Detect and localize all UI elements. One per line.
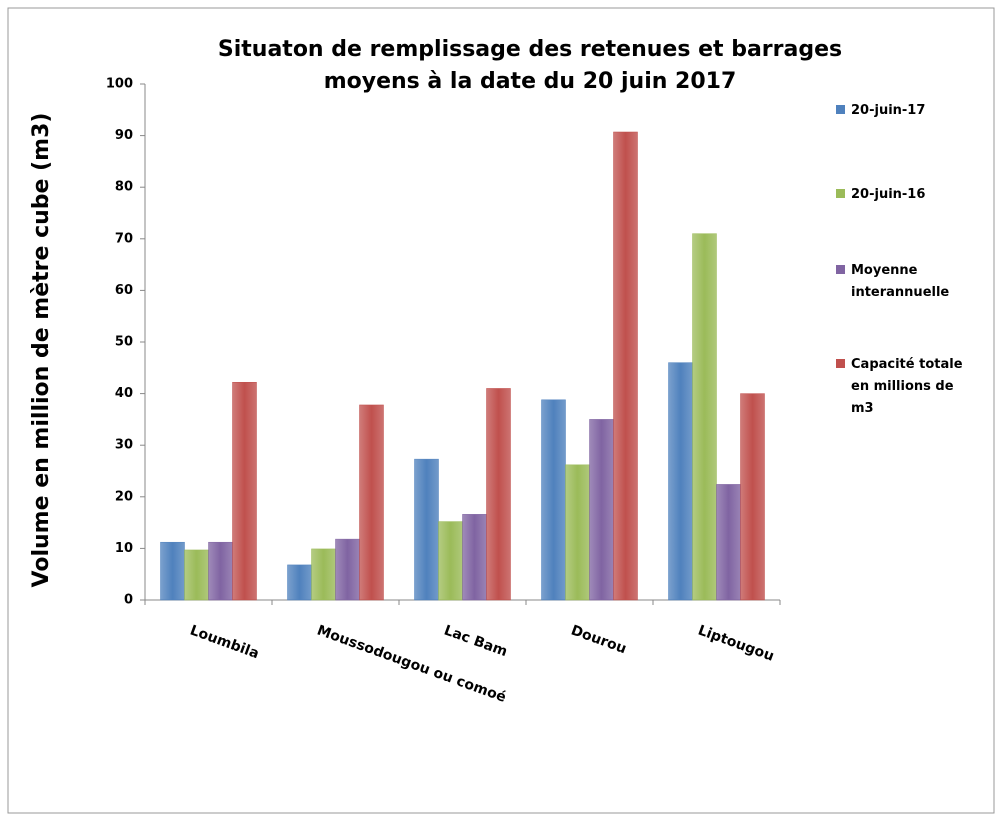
bar (184, 549, 209, 601)
y-tick-label: 30 (115, 438, 133, 453)
bar (589, 419, 614, 601)
x-tick-label: Lac Bam (442, 622, 510, 660)
legend-item: 20-juin-16 (836, 184, 979, 206)
bar (565, 464, 590, 601)
legend-item: Moyenne interannuelle (836, 260, 979, 304)
x-tick-label: Loumbila (188, 622, 261, 662)
bar (668, 362, 693, 601)
bar (208, 541, 233, 601)
legend-label: Capacité totale en millions de m3 (851, 357, 963, 416)
y-tick-label: 80 (115, 180, 133, 195)
chart-border (7, 7, 995, 814)
x-tick-label: Liptougou (696, 622, 776, 664)
bar (359, 404, 384, 601)
bar (311, 548, 336, 601)
y-tick-label: 60 (115, 283, 133, 298)
y-tick-label: 50 (115, 335, 133, 350)
bar (716, 484, 741, 601)
x-tick-label: Dourou (569, 622, 629, 657)
bar (740, 393, 765, 601)
y-tick-label: 0 (124, 593, 133, 608)
bar (414, 458, 439, 601)
legend-item: 20-juin-17 (836, 100, 979, 122)
legend-swatch (836, 189, 845, 198)
chart-title: Situaton de remplissage des retenues et … (217, 37, 843, 94)
legend-swatch (836, 265, 845, 274)
bar (486, 388, 511, 601)
legend-label: Moyenne interannuelle (851, 263, 950, 300)
bar (438, 521, 463, 601)
y-tick-label: 10 (115, 541, 133, 556)
bar (287, 564, 312, 601)
bar (692, 233, 717, 601)
y-tick-label: 40 (115, 386, 133, 401)
bar (160, 541, 185, 601)
y-tick-label: 100 (106, 77, 133, 92)
bar (541, 399, 566, 601)
legend-label: 20-juin-17 (851, 103, 926, 118)
bar (335, 538, 360, 601)
legend-swatch (836, 359, 845, 368)
bar (462, 514, 487, 601)
legend-swatch (836, 105, 845, 114)
y-tick-label: 70 (115, 231, 133, 246)
legend-label: 20-juin-16 (851, 187, 926, 202)
bar (232, 381, 257, 601)
y-tick-label: 90 (115, 128, 133, 143)
legend-item: Capacité totale en millions de m3 (836, 354, 979, 420)
bar (613, 131, 638, 601)
y-tick-label: 20 (115, 489, 133, 504)
y-axis-label: Volume en million de mètre cube (m3) (29, 113, 54, 588)
